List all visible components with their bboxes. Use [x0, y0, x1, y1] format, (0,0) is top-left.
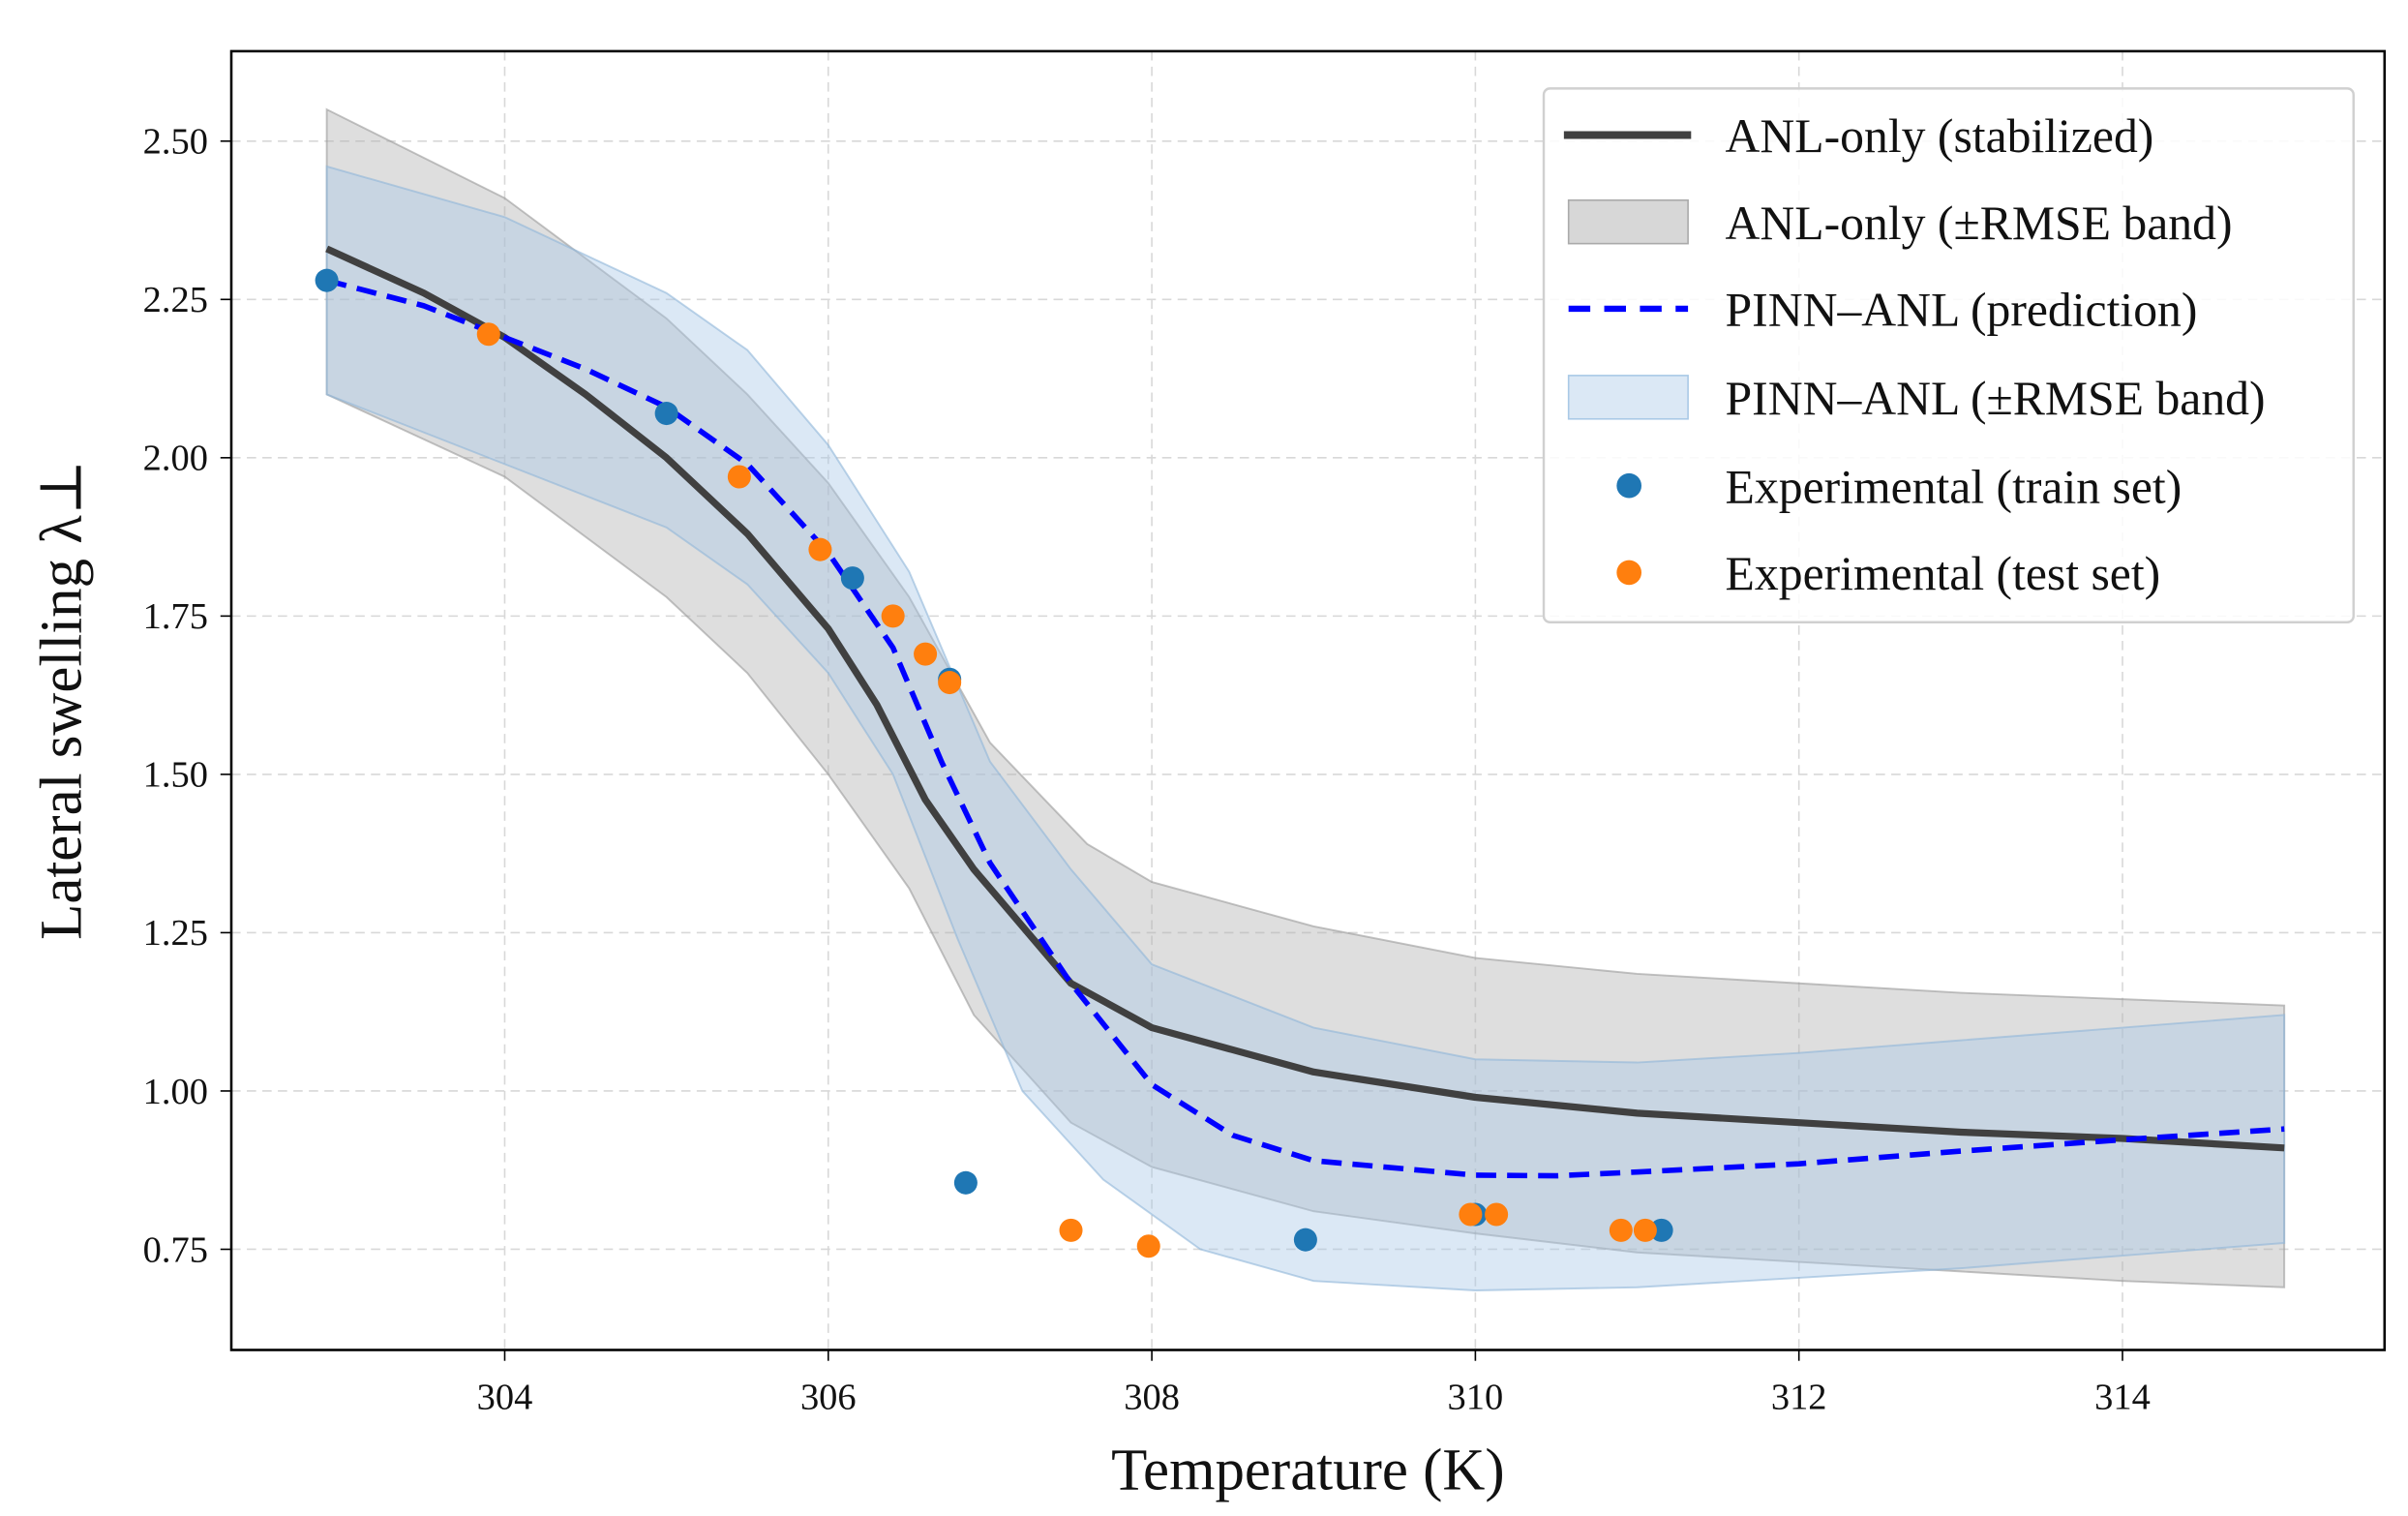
x-tick-label: 306 — [800, 1377, 857, 1417]
y-tick-label: 2.50 — [143, 122, 208, 163]
legend-train-swatch — [1616, 472, 1642, 499]
test-point — [1609, 1218, 1633, 1242]
legend-label: Experimental (train set) — [1726, 460, 2182, 513]
test-point — [1059, 1218, 1083, 1242]
x-tick-label: 308 — [1124, 1377, 1180, 1417]
y-axis: 0.75 1.00 1.25 1.50 1.75 2.00 2.25 2.50 — [143, 122, 232, 1270]
y-tick-label: 1.75 — [143, 596, 208, 637]
legend-test-swatch — [1616, 560, 1642, 586]
bands — [325, 107, 2286, 1291]
train-point — [840, 566, 864, 591]
x-tick-label: 312 — [1771, 1377, 1827, 1417]
anl-line — [325, 245, 2285, 1152]
test-point — [1485, 1202, 1509, 1227]
test-point — [914, 642, 938, 666]
plot-frame — [229, 49, 2387, 1351]
train-point — [1293, 1228, 1317, 1252]
test-point — [881, 604, 905, 628]
test-point — [476, 322, 500, 347]
x-axis-label: Temperature (K) — [1111, 1439, 1505, 1503]
test-point — [808, 537, 832, 561]
points — [315, 268, 1673, 1258]
legend-label: ANL-only (stabilized) — [1726, 109, 2154, 163]
legend-label: Experimental (test set) — [1726, 547, 2161, 600]
test-point — [1136, 1234, 1160, 1258]
legend-label: ANL-only (±RMSE band) — [1726, 197, 2233, 250]
x-tick-label: 304 — [477, 1377, 533, 1417]
y-tick-label: 2.25 — [143, 280, 208, 320]
train-point — [654, 402, 678, 426]
test-point — [938, 671, 962, 695]
legend: ANL-only (stabilized) ANL-only (±RMSE ban… — [1542, 87, 2355, 623]
anl-rmse-band — [325, 107, 2286, 1289]
train-point — [953, 1170, 978, 1195]
train-point — [315, 268, 339, 292]
lines — [325, 245, 2285, 1179]
legend-anl-band-swatch — [1567, 198, 1689, 245]
test-point — [1633, 1218, 1657, 1242]
test-point — [1459, 1202, 1483, 1227]
train-point — [1649, 1218, 1673, 1242]
y-tick-label: 1.50 — [143, 755, 208, 796]
y-axis-label: Lateral swelling λ⊥ — [30, 460, 95, 940]
x-tick-label: 314 — [2094, 1377, 2151, 1417]
legend-box — [1542, 87, 2355, 623]
y-tick-label: 1.00 — [143, 1072, 208, 1112]
x-tick-label: 310 — [1448, 1377, 1504, 1417]
legend-label: PINN–ANL (±RMSE band) — [1726, 372, 2266, 425]
pinn-rmse-band — [325, 165, 2286, 1291]
grid — [231, 50, 2385, 1350]
legend-pinn-band-swatch — [1567, 375, 1689, 420]
y-tick-label: 0.75 — [143, 1229, 208, 1270]
x-axis: 304 306 308 310 312 314 — [477, 1349, 2151, 1417]
y-tick-label: 1.25 — [143, 913, 208, 954]
test-point — [727, 465, 751, 489]
legend-label: PINN–ANL (prediction) — [1726, 284, 2198, 337]
y-tick-label: 2.00 — [143, 439, 208, 479]
